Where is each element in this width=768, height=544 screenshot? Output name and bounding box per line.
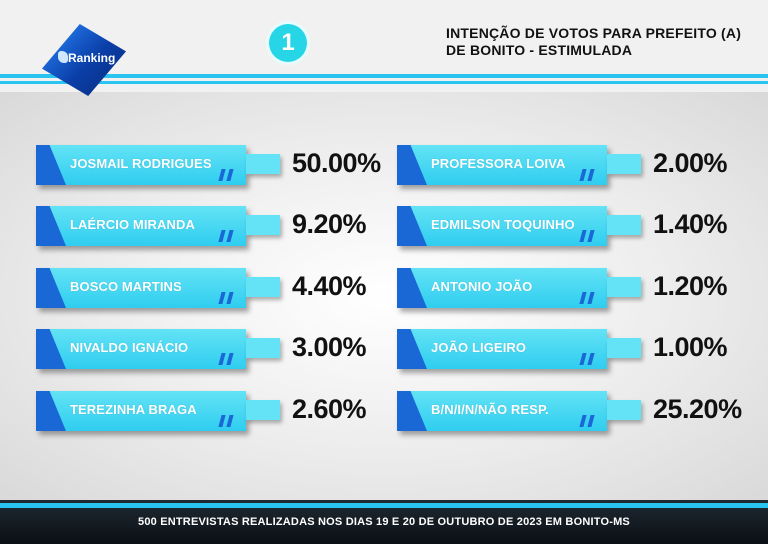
candidate-name: PROFESSORA LOIVA [431, 156, 566, 171]
slash-icon [218, 169, 236, 181]
candidate-name: TEREZINHA BRAGA [70, 402, 197, 417]
slash-icon [579, 292, 597, 304]
candidate-percent: 1.40% [653, 209, 728, 239]
candidate-percent: 1.20% [653, 271, 728, 301]
slash-icon [218, 353, 236, 365]
candidate-card: EDMILSON TOQUINHO [397, 206, 607, 246]
ranking-logo: Ranking [42, 24, 126, 96]
candidate-card: NIVALDO IGNÁCIO [36, 329, 246, 369]
logo-text: Ranking [68, 51, 116, 65]
slash-icon [218, 230, 236, 242]
candidate-percent: 25.20% [653, 394, 742, 424]
candidate-name: JOSMAIL RODRIGUES [70, 156, 212, 171]
slash-icon [218, 292, 236, 304]
candidate-name: BOSCO MARTINS [70, 279, 182, 294]
footer-bar: 500 ENTREVISTAS REALIZADAS NOS DIAS 19 E… [0, 500, 768, 544]
slash-icon [579, 415, 597, 427]
page-number-badge: 1 [269, 24, 307, 62]
candidate-name: NIVALDO IGNÁCIO [70, 340, 189, 355]
candidate-percent: 4.40% [292, 271, 367, 301]
candidate-card: ANTONIO JOÃO [397, 268, 607, 308]
candidate-name: B/N/I/N/NÃO RESP. [431, 402, 549, 417]
ranking-logo-icon [58, 51, 68, 63]
candidate-name: ANTONIO JOÃO [431, 279, 533, 294]
candidate-card: LAÉRCIO MIRANDA [36, 206, 246, 246]
candidate-card: BOSCO MARTINS [36, 268, 246, 308]
candidate-card: JOSMAIL RODRIGUES [36, 145, 246, 185]
candidate-card: TEREZINHA BRAGA [36, 391, 246, 431]
slash-icon [579, 169, 597, 181]
candidate-percent: 9.20% [292, 209, 367, 239]
title-line-1: INTENÇÃO DE VOTOS PARA PREFEITO (A) [446, 25, 742, 41]
candidate-percent: 2.00% [653, 148, 728, 178]
candidate-name: JOÃO LIGEIRO [431, 340, 527, 355]
page-title: INTENÇÃO DE VOTOS PARA PREFEITO (A) DE B… [446, 25, 746, 59]
title-line-2: DE BONITO - ESTIMULADA [446, 42, 633, 58]
candidate-name: LAÉRCIO MIRANDA [70, 217, 195, 232]
candidate-percent: 3.00% [292, 332, 367, 362]
footer-text: 500 ENTREVISTAS REALIZADAS NOS DIAS 19 E… [138, 516, 630, 528]
header-divider [0, 74, 768, 88]
candidate-percent: 50.00% [292, 148, 381, 178]
candidate-card: PROFESSORA LOIVA [397, 145, 607, 185]
slash-icon [218, 415, 236, 427]
candidate-percent: 1.00% [653, 332, 728, 362]
candidate-card: JOÃO LIGEIRO [397, 329, 607, 369]
slash-icon [579, 353, 597, 365]
candidate-name: EDMILSON TOQUINHO [431, 217, 575, 232]
slash-icon [579, 230, 597, 242]
candidate-card: B/N/I/N/NÃO RESP. [397, 391, 607, 431]
candidate-percent: 2.60% [292, 394, 367, 424]
